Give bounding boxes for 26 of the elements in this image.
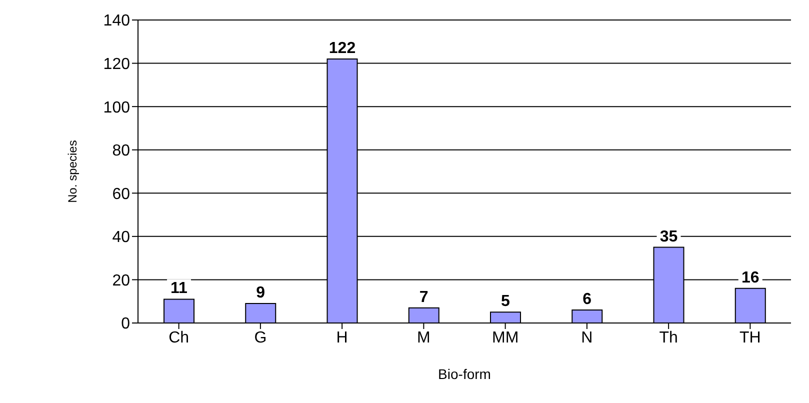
data-label: 7	[419, 288, 428, 306]
data-label: 35	[660, 228, 678, 246]
y-tick-label: 60	[112, 186, 130, 203]
x-axis-title: Bio-form	[438, 366, 491, 382]
data-label: 11	[170, 280, 188, 298]
y-tick-label: 120	[103, 56, 130, 73]
x-tick-label: MM	[492, 329, 519, 346]
x-tick-label: TH	[740, 329, 761, 346]
x-tick-label: H	[336, 329, 348, 346]
data-label: 122	[328, 40, 356, 57]
y-tick-label: 20	[112, 272, 130, 290]
x-tick-label: Th	[659, 329, 678, 346]
x-tick-label: Ch	[168, 329, 190, 346]
y-tick-label: 100	[103, 99, 130, 116]
y-axis-title: No. species	[65, 140, 80, 203]
x-tick-label: N	[581, 329, 593, 346]
y-tick-label: 0	[121, 316, 130, 333]
y-tick-label: 40	[112, 229, 130, 246]
y-tick-label: 80	[112, 142, 130, 160]
data-label: 16	[741, 269, 760, 286]
data-label: 6	[582, 291, 592, 308]
x-tick-label: G	[254, 329, 267, 346]
y-tick-label: 140	[103, 12, 130, 30]
data-label: 9	[256, 284, 266, 302]
data-label: 5	[501, 293, 510, 310]
x-tick-label: M	[417, 329, 430, 346]
